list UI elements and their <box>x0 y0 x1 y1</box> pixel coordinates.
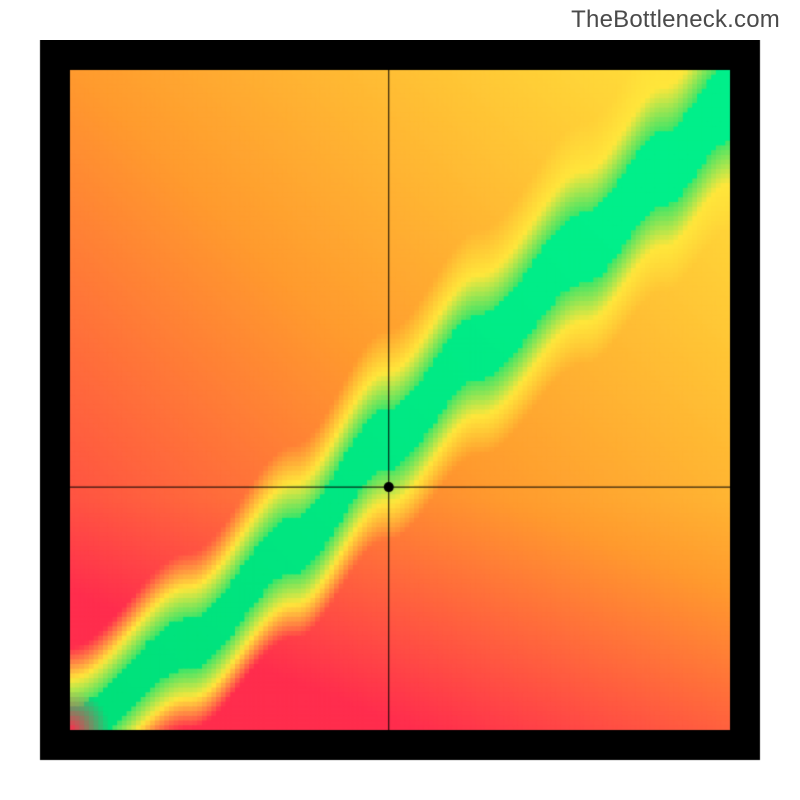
watermark-text: TheBottleneck.com <box>571 6 780 34</box>
bottleneck-heatmap-chart <box>10 40 790 790</box>
